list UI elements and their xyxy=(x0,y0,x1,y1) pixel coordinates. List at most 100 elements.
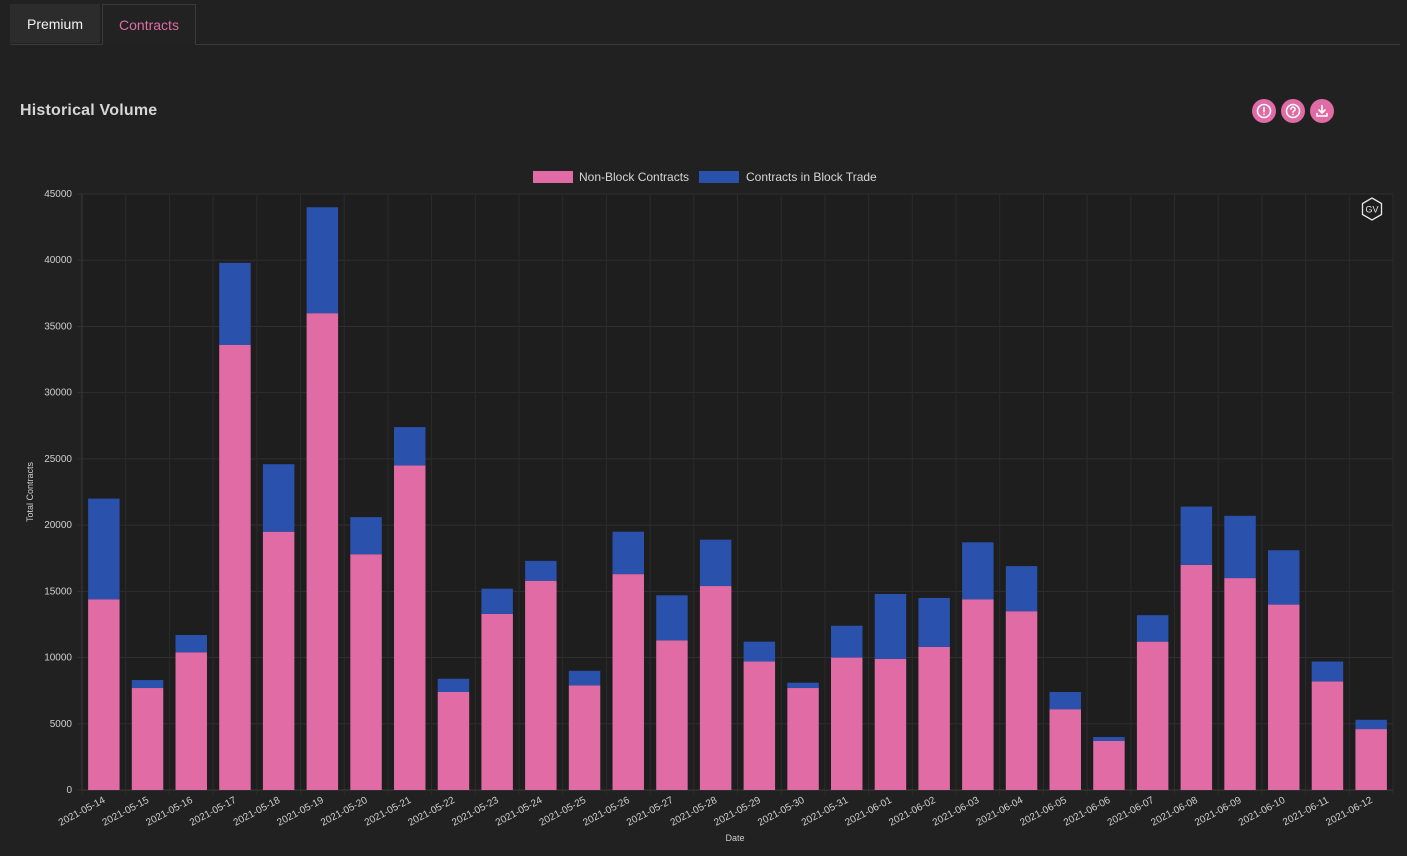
y-tick-label: 45000 xyxy=(44,189,72,200)
bar-block-trade[interactable] xyxy=(131,680,164,689)
bar-block-trade[interactable] xyxy=(525,560,557,581)
bar-block-trade[interactable] xyxy=(1268,550,1300,605)
x-tick-label: 2021-06-05 xyxy=(1018,795,1069,829)
bar-non-block[interactable] xyxy=(1136,641,1169,790)
bar-non-block[interactable] xyxy=(88,599,120,790)
x-tick-label: 2021-06-01 xyxy=(844,795,895,829)
bar-non-block[interactable] xyxy=(481,613,513,790)
legend-label-block-trade: Contracts in Block Trade xyxy=(746,170,877,184)
tab-contracts[interactable]: Contracts xyxy=(102,4,196,45)
bar-block-trade[interactable] xyxy=(612,531,644,575)
bar-block-trade[interactable] xyxy=(306,207,339,314)
bar-block-trade[interactable] xyxy=(481,588,513,614)
bar-non-block[interactable] xyxy=(1268,604,1300,790)
bar-non-block[interactable] xyxy=(1224,578,1256,790)
x-tick-label: 2021-05-18 xyxy=(232,795,283,829)
bar-block-trade[interactable] xyxy=(394,427,426,466)
x-tick-label: 2021-06-10 xyxy=(1237,795,1288,829)
x-tick-label: 2021-06-04 xyxy=(975,795,1026,829)
bar-block-trade[interactable] xyxy=(1093,737,1125,741)
download-button[interactable] xyxy=(1310,99,1334,123)
bar-non-block[interactable] xyxy=(262,531,295,790)
bar-block-trade[interactable] xyxy=(437,678,470,692)
x-axis-title: Date xyxy=(725,833,744,843)
bar-block-trade[interactable] xyxy=(743,641,776,662)
bar-block-trade[interactable] xyxy=(1136,615,1169,642)
bar-block-trade[interactable] xyxy=(1005,566,1038,612)
bar-block-trade[interactable] xyxy=(1049,691,1081,710)
x-tick-label: 2021-06-09 xyxy=(1193,795,1244,829)
x-tick-label: 2021-05-15 xyxy=(101,795,152,829)
bar-non-block[interactable] xyxy=(699,586,732,790)
y-tick-label: 5000 xyxy=(50,719,73,730)
y-axis-title: Total Contracts xyxy=(25,461,35,522)
gv-hexagon xyxy=(1361,197,1383,221)
bar-non-block[interactable] xyxy=(962,599,994,790)
x-tick-label: 2021-06-06 xyxy=(1062,795,1113,829)
bar-block-trade[interactable] xyxy=(874,593,907,659)
x-tick-label: 2021-05-30 xyxy=(756,795,807,829)
bar-block-trade[interactable] xyxy=(699,539,732,587)
y-tick-label: 40000 xyxy=(44,255,72,266)
bar-non-block[interactable] xyxy=(1355,729,1387,790)
tab-bar: Premium Contracts xyxy=(10,4,1400,45)
bar-non-block[interactable] xyxy=(612,574,644,790)
bar-block-trade[interactable] xyxy=(1180,506,1213,565)
y-tick-label: 25000 xyxy=(44,454,72,465)
bar-non-block[interactable] xyxy=(437,691,470,790)
x-tick-label: 2021-05-26 xyxy=(581,795,632,829)
y-tick-label: 35000 xyxy=(44,321,72,332)
bar-non-block[interactable] xyxy=(874,658,907,790)
help-button[interactable] xyxy=(1281,99,1305,123)
tab-premium[interactable]: Premium xyxy=(10,4,100,43)
bar-non-block[interactable] xyxy=(831,657,863,790)
bar-block-trade[interactable] xyxy=(962,542,994,600)
x-tick-label: 2021-06-07 xyxy=(1106,795,1157,829)
bar-block-trade[interactable] xyxy=(219,262,251,345)
section-title: Historical Volume xyxy=(20,102,158,119)
bar-block-trade[interactable] xyxy=(1311,661,1344,682)
bar-block-trade[interactable] xyxy=(1355,719,1387,730)
bar-non-block[interactable] xyxy=(175,652,207,790)
y-tick-label: 20000 xyxy=(44,520,72,531)
x-tick-label: 2021-05-22 xyxy=(407,795,458,829)
bar-non-block[interactable] xyxy=(568,685,601,790)
bar-non-block[interactable] xyxy=(1093,740,1125,790)
gv-logo-text: GV xyxy=(1365,205,1378,215)
bar-block-trade[interactable] xyxy=(918,597,950,647)
bar-non-block[interactable] xyxy=(1049,709,1081,790)
bar-non-block[interactable] xyxy=(131,688,164,790)
x-tick-label: 2021-06-11 xyxy=(1281,795,1331,829)
bar-block-trade[interactable] xyxy=(88,498,120,600)
bar-non-block[interactable] xyxy=(743,661,776,790)
bar-block-trade[interactable] xyxy=(831,625,863,658)
bar-block-trade[interactable] xyxy=(656,595,688,641)
bar-non-block[interactable] xyxy=(350,554,382,790)
bar-non-block[interactable] xyxy=(656,640,688,790)
bar-non-block[interactable] xyxy=(306,313,339,790)
bar-non-block[interactable] xyxy=(1180,564,1213,790)
bar-non-block[interactable] xyxy=(219,344,251,790)
bar-non-block[interactable] xyxy=(525,580,557,790)
x-tick-label: 2021-06-12 xyxy=(1324,795,1375,829)
bar-block-trade[interactable] xyxy=(262,464,295,532)
bar-block-trade[interactable] xyxy=(787,682,819,689)
bar-block-trade[interactable] xyxy=(568,670,601,686)
bar-block-trade[interactable] xyxy=(350,517,382,555)
x-tick-label: 2021-05-29 xyxy=(712,795,763,829)
help-icon xyxy=(1285,103,1301,119)
x-tick-label: 2021-06-03 xyxy=(931,795,982,829)
bar-block-trade[interactable] xyxy=(1224,515,1256,579)
bar-non-block[interactable] xyxy=(394,465,426,790)
bar-non-block[interactable] xyxy=(1311,681,1344,790)
x-tick-label: 2021-06-02 xyxy=(887,795,938,829)
legend-swatch-non-block xyxy=(533,171,573,183)
x-tick-label: 2021-05-24 xyxy=(494,795,545,829)
bar-block-trade[interactable] xyxy=(175,635,207,653)
historical-volume-chart: 0 5000 10000 15000 20000 25000 30000 35000 40000… xyxy=(25,170,1394,843)
info-button[interactable] xyxy=(1252,99,1276,123)
bar-non-block[interactable] xyxy=(918,646,950,790)
bar-non-block[interactable] xyxy=(787,688,819,790)
bar-non-block[interactable] xyxy=(1005,611,1038,790)
x-tick-label: 2021-05-17 xyxy=(188,795,239,829)
